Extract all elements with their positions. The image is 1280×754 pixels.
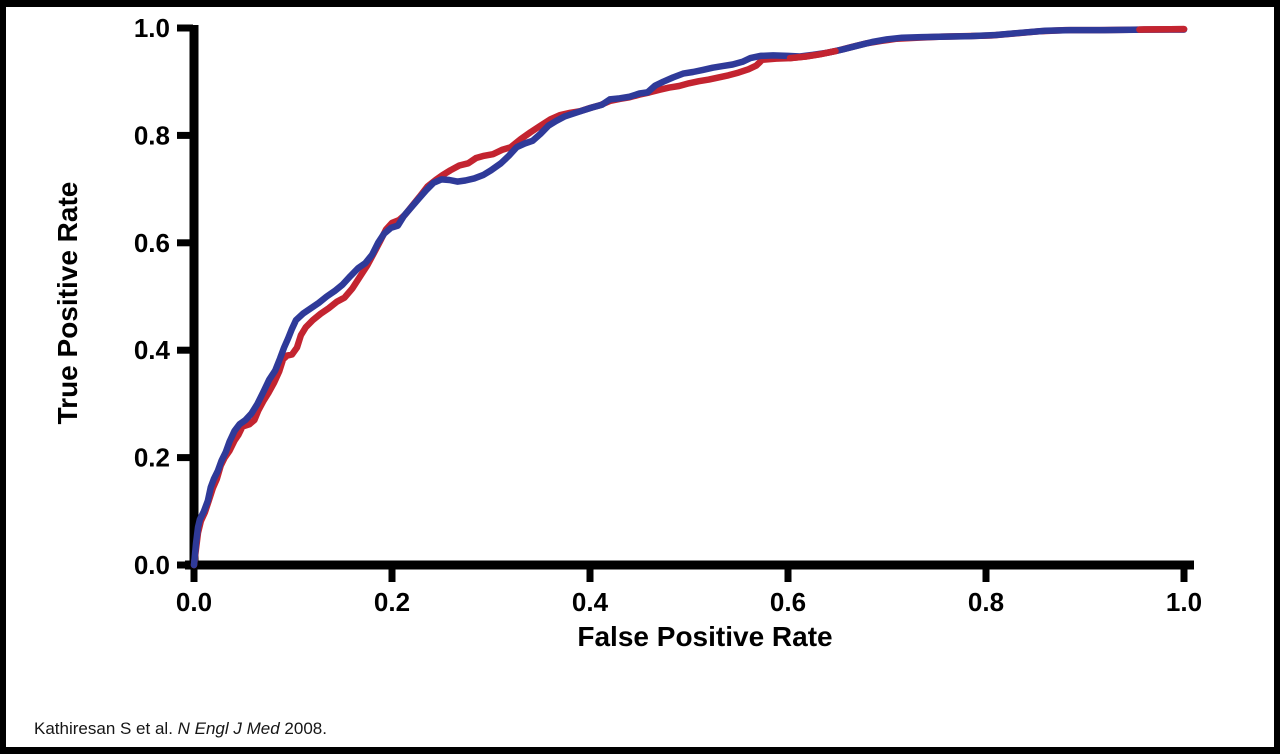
x-axis-title: False Positive Rate bbox=[577, 621, 833, 652]
roc-chart: 0.0 0.2 0.4 0.6 0.8 1.0 0.0 0.2 0.4 0.6 0.8 1.0 Fal… bbox=[6, 7, 1274, 747]
y-axis-title: True Positive Rate bbox=[52, 181, 83, 425]
y-tick-label: 0.4 bbox=[134, 335, 171, 365]
roc-chart-svg: 0.0 0.2 0.4 0.6 0.8 1.0 0.0 0.2 0.4 0.6 0.8 1.0 bbox=[134, 13, 1202, 617]
x-tick-label: 0.6 bbox=[770, 587, 806, 617]
citation-authors: Kathiresan S et al. bbox=[34, 719, 178, 738]
y-tick-label: 1.0 bbox=[134, 13, 170, 43]
roc-curve-red bbox=[190, 25, 1188, 569]
citation-journal: N Engl J Med bbox=[177, 719, 280, 738]
x-tick-label: 0.8 bbox=[968, 587, 1004, 617]
citation-year: 2008. bbox=[279, 719, 327, 738]
y-tick-label: 0.8 bbox=[134, 120, 170, 150]
x-tick-label: 0.2 bbox=[374, 587, 410, 617]
y-tick-label: 0.2 bbox=[134, 443, 170, 473]
y-tick-label: 0.0 bbox=[134, 550, 170, 580]
roc-curve-red-overlay bbox=[786, 47, 839, 62]
y-tick-label: 0.6 bbox=[134, 228, 170, 258]
citation: Kathiresan S et al. N Engl J Med 2008. bbox=[34, 719, 327, 739]
x-tick-label: 0.0 bbox=[176, 587, 212, 617]
roc-curve-red-overlay bbox=[1136, 25, 1188, 33]
x-tick-label: 1.0 bbox=[1166, 587, 1202, 617]
x-tick-label: 0.4 bbox=[572, 587, 609, 617]
